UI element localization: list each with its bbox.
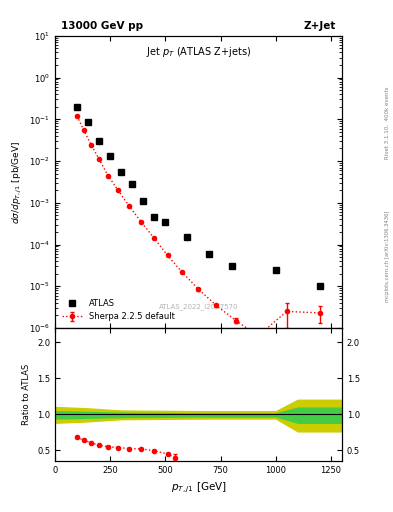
Y-axis label: $d\sigma/dp_{T,j1}$ [pb/GeV]: $d\sigma/dp_{T,j1}$ [pb/GeV]: [11, 140, 24, 224]
ATLAS: [274, 267, 278, 273]
Y-axis label: Ratio to ATLAS: Ratio to ATLAS: [22, 364, 31, 425]
ATLAS: [152, 214, 157, 220]
X-axis label: $p_{T,j1}$ [GeV]: $p_{T,j1}$ [GeV]: [171, 480, 226, 495]
Text: Rivet 3.1.10,  400k events: Rivet 3.1.10, 400k events: [385, 87, 390, 159]
ATLAS: [130, 181, 135, 187]
ATLAS: [318, 283, 322, 289]
ATLAS: [185, 234, 190, 240]
ATLAS: [229, 263, 234, 269]
ATLAS: [207, 251, 212, 257]
Text: ATLAS_2022_I2077570: ATLAS_2022_I2077570: [159, 304, 238, 310]
Text: Z+Jet: Z+Jet: [304, 22, 336, 31]
ATLAS: [86, 119, 90, 125]
ATLAS: [75, 103, 79, 110]
ATLAS: [141, 198, 146, 204]
Text: Jet $p_T$ (ATLAS Z+jets): Jet $p_T$ (ATLAS Z+jets): [146, 45, 251, 58]
ATLAS: [119, 169, 123, 175]
ATLAS: [163, 219, 168, 225]
Text: 13000 GeV pp: 13000 GeV pp: [61, 22, 143, 31]
Line: ATLAS: ATLAS: [74, 104, 323, 289]
ATLAS: [108, 153, 112, 159]
ATLAS: [97, 138, 101, 144]
Legend: ATLAS, Sherpa 2.2.5 default: ATLAS, Sherpa 2.2.5 default: [59, 296, 178, 324]
Text: mcplots.cern.ch [arXiv:1306.3436]: mcplots.cern.ch [arXiv:1306.3436]: [385, 210, 390, 302]
